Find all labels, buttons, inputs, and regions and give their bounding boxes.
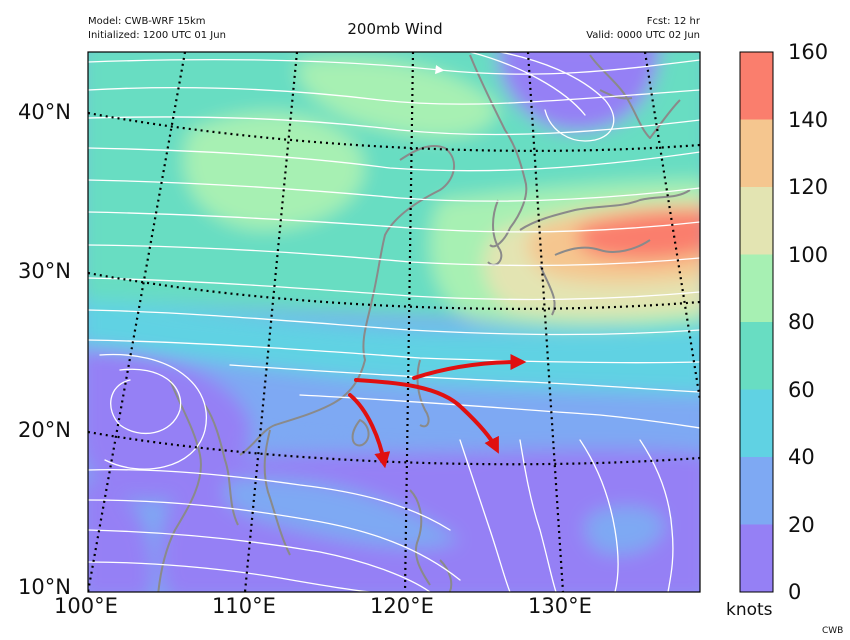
colorbar-bin-40-60 xyxy=(740,389,773,457)
colorbar-bin-60-80 xyxy=(740,322,773,390)
colorbar-tick-140: 140 xyxy=(788,108,829,132)
lon-label-120e: 120°E xyxy=(370,594,434,618)
lat-label-20n: 20°N xyxy=(18,418,71,442)
map-frame xyxy=(87,51,701,593)
red-arrow-east xyxy=(412,354,527,380)
trajectory-arrows xyxy=(348,354,527,469)
colorbar-bin-100-120 xyxy=(740,187,773,255)
graticule xyxy=(88,52,700,592)
forecast-hour-label: Fcst: 12 hr xyxy=(646,16,700,27)
colorbar-tick-40: 40 xyxy=(788,445,815,469)
lat-label-10n: 10°N xyxy=(18,575,71,599)
lat-label-40n: 40°N xyxy=(18,100,71,124)
colorbar-bin-20-40 xyxy=(740,457,773,525)
lon-label-110e: 110°E xyxy=(212,594,276,618)
lat-label-30n: 30°N xyxy=(18,259,71,283)
colorbar-tick-100: 100 xyxy=(788,243,829,267)
model-label: Model: CWB-WRF 15km xyxy=(88,16,206,27)
map-title: 200mb Wind xyxy=(347,20,443,38)
colorbar-frame xyxy=(739,51,774,593)
red-arrow-southeast xyxy=(354,378,499,454)
wind-speed-shading xyxy=(88,52,700,592)
colorbar-units: knots xyxy=(726,600,773,620)
meridian-130e xyxy=(526,52,565,592)
valid-time-label: Valid: 0000 UTC 02 Jun xyxy=(586,30,700,41)
colorbar-tick-60: 60 xyxy=(788,378,815,402)
colorbar-tick-20: 20 xyxy=(788,513,815,537)
red-arrow-south xyxy=(348,393,391,469)
coastline xyxy=(157,54,691,592)
colorbar xyxy=(740,52,773,592)
colorbar-tick-80: 80 xyxy=(788,310,815,334)
credit-label: CWB xyxy=(822,626,844,636)
lon-label-130e: 130°E xyxy=(528,594,592,618)
colorbar-bin-0-20 xyxy=(740,524,773,592)
meridian-100e xyxy=(88,52,187,592)
lon-label-100e: 100°E xyxy=(54,594,118,618)
colorbar-bin-80-100 xyxy=(740,254,773,322)
colorbar-bin-120-140 xyxy=(740,119,773,187)
colorbar-bin-140-160 xyxy=(740,52,773,120)
initialized-label: Initialized: 1200 UTC 01 Jun xyxy=(88,30,226,41)
colorbar-tick-160: 160 xyxy=(788,40,829,64)
colorbar-tick-0: 0 xyxy=(788,580,802,604)
colorbar-tick-120: 120 xyxy=(788,175,829,199)
meridian-110e xyxy=(243,52,299,592)
map-plot-area xyxy=(88,52,700,592)
meridian-120e xyxy=(403,52,415,592)
streamlines xyxy=(88,52,700,592)
